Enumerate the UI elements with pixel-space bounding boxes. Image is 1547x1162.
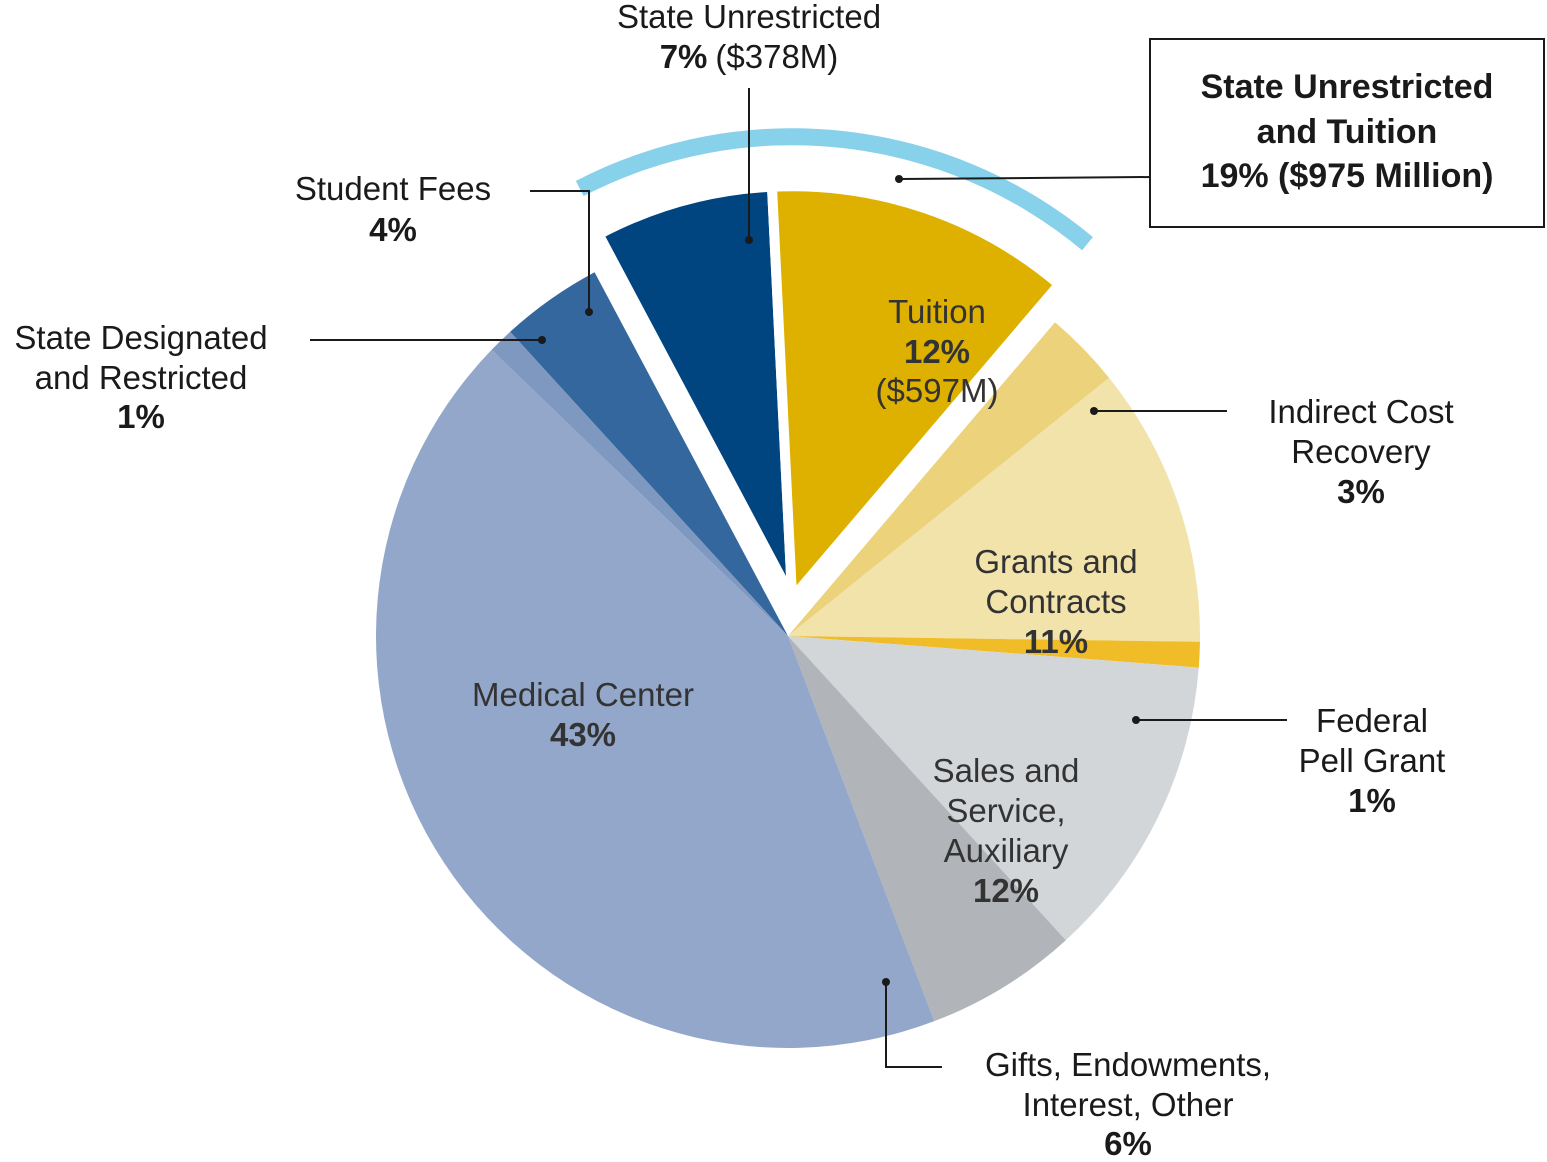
label-gifts-1: Gifts, Endowments, [985,1046,1271,1083]
pct-state-unrestricted: 7% [660,38,708,75]
label-state-designated-2: and Restricted [35,359,248,396]
pct-medical-center: 43% [550,716,616,753]
label-gifts-2: Interest, Other [1023,1086,1234,1123]
label-tuition: Tuition [888,293,986,330]
leader-dot-federal-pell [1132,716,1140,724]
pct-grants: 11% [1024,623,1088,660]
pct-tuition: 12% [904,333,970,370]
pct-pell: 1% [1348,782,1396,819]
leader-dot-indirect-cost [1090,407,1098,415]
callout-line-2: and Tuition [1257,113,1438,151]
label-grants-1: Grants and [974,543,1137,580]
leader-dot-highlight [895,175,903,183]
label-state-designated-1: State Designated [14,319,267,356]
label-sales-3: Auxiliary [944,832,1069,869]
label-indirect-cost-2: Recovery [1291,433,1431,470]
pct-sales: 12% [973,872,1039,909]
label-pell-2: Pell Grant [1299,742,1446,779]
amount-tuition: ($597M) [876,372,999,409]
leader-highlight [899,177,1151,179]
label-pell-1: Federal [1316,702,1428,739]
leader-dot-state-designated [538,336,546,344]
leader-dot-state-unrestricted [745,236,753,244]
label-state-unrestricted: State Unrestricted [617,0,881,35]
leader-dot-student-fees [585,308,593,316]
callout-line-3: 19% ($975 Million) [1201,157,1494,195]
amount-state-unrestricted: ($378M) [715,38,838,75]
value-state-unrestricted: 7% ($378M) [660,38,839,75]
leader-dot-gifts [882,978,890,986]
label-sales-2: Service, [946,792,1065,829]
pct-student-fees: 4% [369,211,417,248]
callout-line-1: State Unrestricted [1201,68,1494,106]
label-medical-center: Medical Center [472,676,694,713]
pct-indirect-cost: 3% [1337,473,1385,510]
label-indirect-cost-1: Indirect Cost [1268,393,1453,430]
label-grants-2: Contracts [985,583,1126,620]
label-student-fees: Student Fees [295,170,491,207]
pct-state-designated: 1% [117,398,165,435]
label-sales-1: Sales and [933,752,1080,789]
pct-gifts: 6% [1104,1125,1152,1162]
